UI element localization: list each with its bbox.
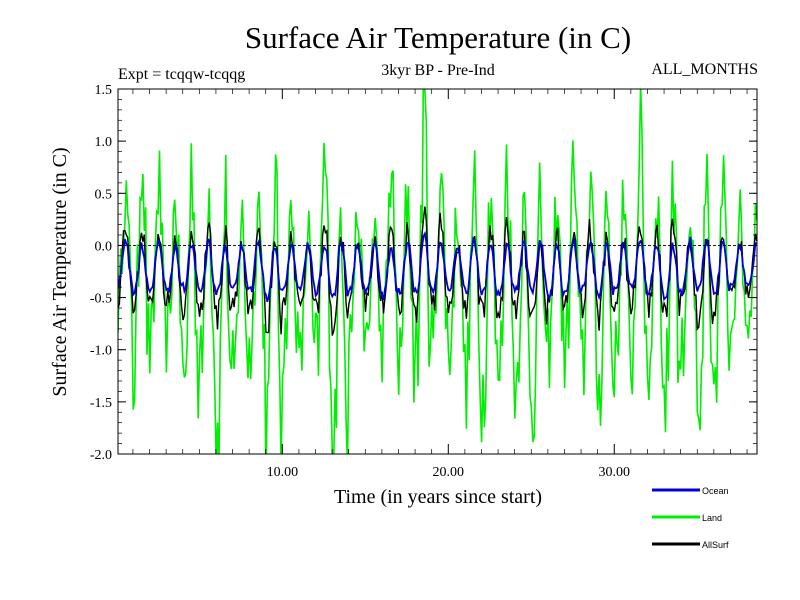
chart-subtitle: 3kyr BP - Pre-Ind <box>381 62 495 79</box>
plot-frame <box>117 88 758 455</box>
legend-ocean-label: Ocean <box>702 486 729 496</box>
y-tick-label: -0.5 <box>90 292 112 307</box>
y-axis-label: Surface Air Temperature (in C) <box>49 147 71 396</box>
legend: Ocean Land AllSurf <box>652 486 729 550</box>
chart-title: Surface Air Temperature (in C) <box>245 20 631 55</box>
legend-allsurf-label: AllSurf <box>702 540 729 550</box>
y-tick-label: 1.5 <box>95 83 113 98</box>
expt-label: Expt = tcqqw-tcqqg <box>118 66 245 83</box>
x-axis-label: Time (in years since start) <box>334 486 542 508</box>
y-tick-label: -2.0 <box>90 448 112 463</box>
x-axis: 10.00 20.00 30.00 <box>132 89 748 480</box>
series-ocean <box>118 230 757 303</box>
x-tick-label: 10.00 <box>267 465 299 480</box>
y-tick-label: 1.0 <box>95 135 113 150</box>
y-tick-label: 0.5 <box>95 187 113 202</box>
legend-land-label: Land <box>702 513 722 523</box>
x-tick-label: 30.00 <box>599 465 631 480</box>
x-tick-label: 20.00 <box>433 465 465 480</box>
y-tick-label: 0.0 <box>95 239 113 254</box>
months-label: ALL_MONTHS <box>651 61 758 78</box>
y-tick-label: -1.0 <box>90 344 112 359</box>
y-tick-label: -1.5 <box>90 396 112 411</box>
ocean-line <box>118 230 757 303</box>
y-axis: 1.5 1.0 0.5 0.0 -0.5 -1.0 -1.5 -2.0 <box>90 83 757 463</box>
